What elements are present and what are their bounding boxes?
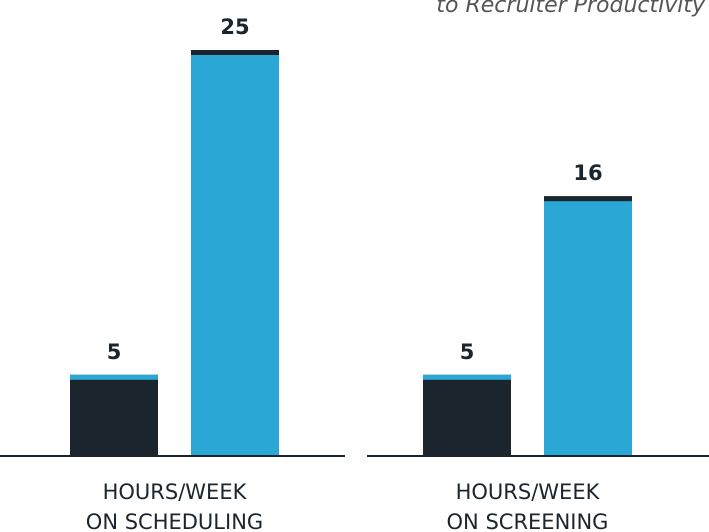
category-label: ON SCHEDULING: [86, 510, 263, 532]
value-label: 5: [107, 340, 122, 364]
category-label: HOURS/WEEK: [103, 480, 248, 504]
bar: [70, 374, 158, 456]
value-label: 5: [460, 340, 475, 364]
bar: [544, 196, 632, 456]
bar-cap: [423, 374, 511, 380]
bar-cap: [544, 196, 632, 202]
value-label: 25: [220, 15, 249, 39]
bar: [191, 50, 279, 456]
bar: [423, 374, 511, 456]
category-label: HOURS/WEEK: [456, 480, 601, 504]
category-label: ON SCREENING: [447, 510, 609, 532]
bar-cap: [70, 374, 158, 380]
value-label: 16: [573, 161, 602, 185]
chart-title: to Recruiter Productivity: [436, 0, 706, 18]
bar-cap: [191, 50, 279, 55]
